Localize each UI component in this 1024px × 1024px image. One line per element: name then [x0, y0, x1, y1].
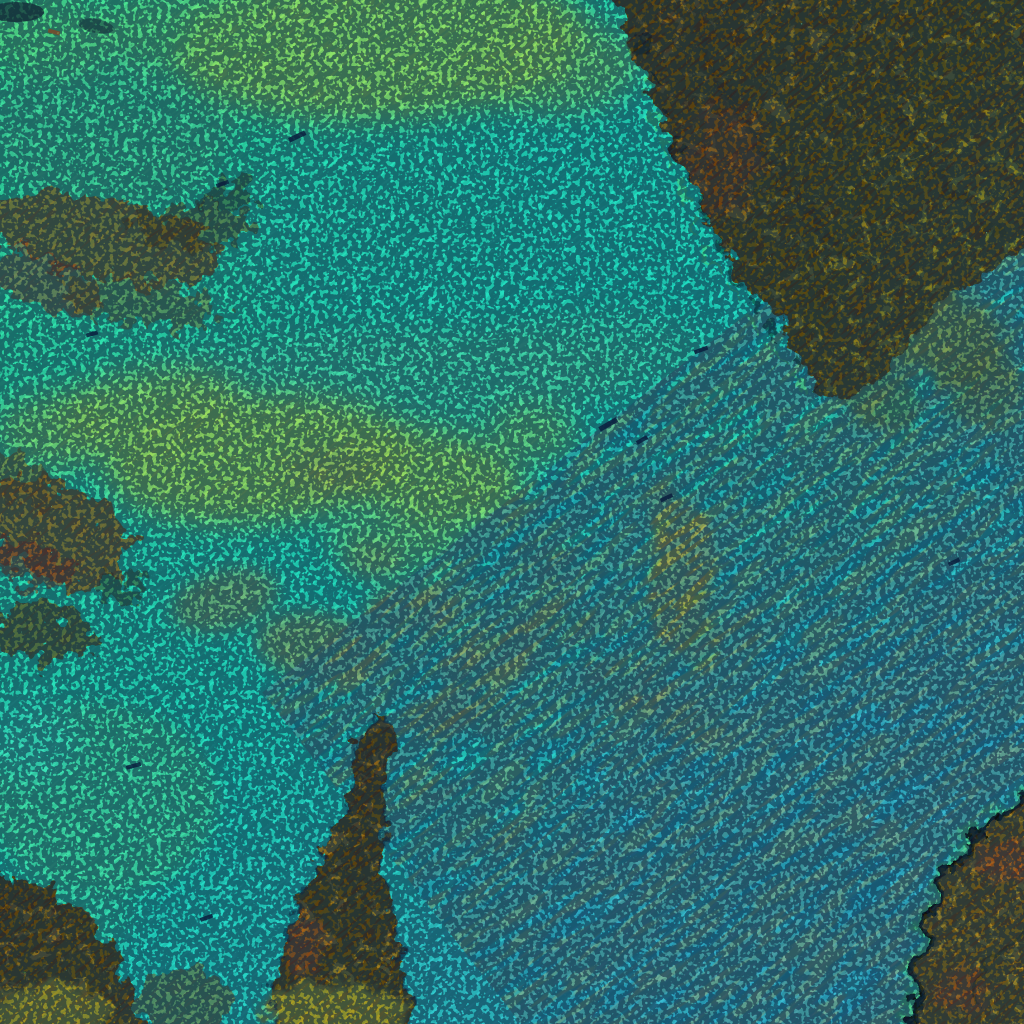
- dark-dashes: [0, 2, 961, 922]
- dark-dash: [125, 761, 142, 770]
- corner-dark-patch: [0, 2, 44, 22]
- dark-dash: [287, 130, 307, 143]
- dark-dash: [598, 417, 619, 432]
- corner-dark-patch: [78, 18, 114, 34]
- dark-dash: [199, 913, 214, 922]
- dark-dash: [215, 179, 230, 188]
- dark-dash: [659, 493, 674, 503]
- dark-dash: [693, 345, 709, 355]
- dark-dash: [85, 330, 99, 338]
- dark-dash: [635, 435, 649, 445]
- red-dash: [47, 28, 61, 36]
- dark-dash: [947, 557, 961, 567]
